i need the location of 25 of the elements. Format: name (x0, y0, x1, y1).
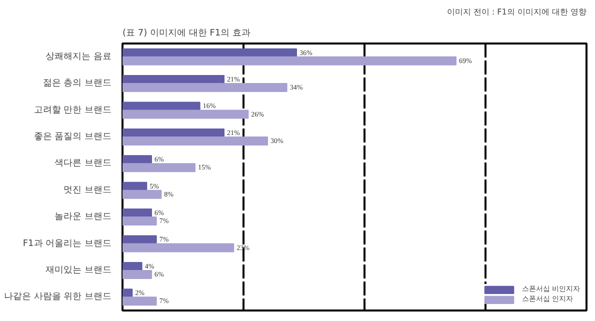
y-tick-label: 젊은 층의 브랜드 (42, 78, 112, 89)
y-tick-label: 놀라운 브랜드 (54, 212, 112, 222)
y-tick-label: 색다른 브랜드 (54, 158, 112, 169)
bar (122, 190, 162, 199)
bar (122, 243, 234, 252)
y-tick-label: 상쾌해지는 음료 (46, 52, 112, 62)
bar (122, 102, 200, 111)
bar (122, 110, 249, 119)
bar (122, 83, 288, 92)
bar (122, 270, 152, 279)
y-tick-label: 나같은 사람을 위한 브랜드 (4, 292, 112, 302)
bar (122, 296, 157, 306)
y-tick-label: 재미있는 브랜드 (46, 265, 112, 276)
y-tick-label: 좋은 품질의 브랜드 (34, 132, 112, 142)
bar (122, 163, 196, 172)
bar (122, 262, 142, 271)
y-tick-label: 멋진 브랜드 (64, 185, 112, 196)
bar (122, 56, 456, 66)
y-tick-label: 고려할 만한 브랜드 (34, 105, 112, 116)
y-tick-label: F1과 어울리는 브랜드 (22, 238, 112, 249)
chart-subtitle: 이미지 전이 : F1의 이미지에 대한 영향 (446, 8, 587, 16)
bar (122, 216, 157, 226)
bar (122, 235, 157, 244)
chart-title: (표 7) 이미지에 대한 F1의 효과 (122, 28, 250, 38)
bar (122, 136, 268, 146)
